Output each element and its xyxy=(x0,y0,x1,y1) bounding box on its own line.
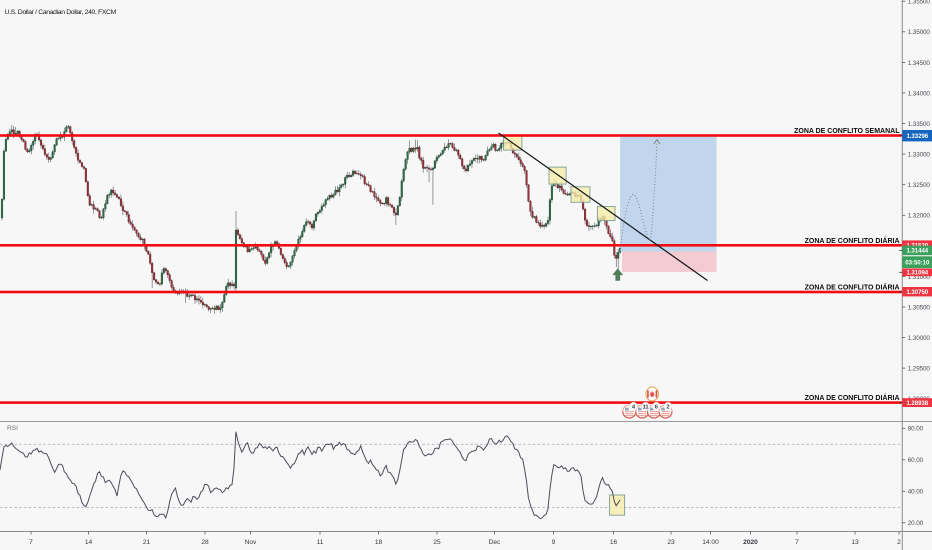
svg-text:4: 4 xyxy=(632,404,636,410)
svg-text:U.S. Dollar / Canadian Dollar,: U.S. Dollar / Canadian Dollar, 240, FXCM xyxy=(5,9,117,16)
svg-text:16: 16 xyxy=(610,539,618,546)
svg-text:Nov: Nov xyxy=(245,539,257,546)
svg-text:13: 13 xyxy=(851,539,859,546)
svg-text:1.31094: 1.31094 xyxy=(906,270,928,277)
svg-text:1.33500: 1.33500 xyxy=(908,121,931,128)
svg-text:2: 2 xyxy=(897,539,901,546)
svg-text:1.33296: 1.33296 xyxy=(906,133,928,140)
svg-text:20.00: 20.00 xyxy=(908,520,924,527)
svg-text:03:50:10: 03:50:10 xyxy=(905,259,930,266)
svg-text:ZONA DE CONFLITO DIÁRIA: ZONA DE CONFLITO DIÁRIA xyxy=(805,236,900,245)
svg-text:ZONA DE CONFLITO SEMANAL: ZONA DE CONFLITO SEMANAL xyxy=(794,128,900,135)
svg-text:1.32500: 1.32500 xyxy=(908,182,931,189)
svg-text:ZONA DE CONFLITO DIÁRIA: ZONA DE CONFLITO DIÁRIA xyxy=(805,393,900,402)
svg-text:2020: 2020 xyxy=(743,539,758,546)
svg-text:2: 2 xyxy=(666,404,669,410)
svg-text:9: 9 xyxy=(552,539,556,546)
svg-text:28: 28 xyxy=(201,539,209,546)
svg-text:60.00: 60.00 xyxy=(908,457,924,464)
svg-text:21: 21 xyxy=(143,539,151,546)
svg-text:1.29500: 1.29500 xyxy=(908,366,931,373)
svg-text:1.30500: 1.30500 xyxy=(908,304,931,311)
svg-text:1.35000: 1.35000 xyxy=(908,29,931,36)
svg-text:14:00: 14:00 xyxy=(702,539,719,546)
svg-text:1.35500: 1.35500 xyxy=(908,0,931,6)
svg-text:1.31000: 1.31000 xyxy=(908,274,931,281)
svg-text:ZONA DE CONFLITO DIÁRIA: ZONA DE CONFLITO DIÁRIA xyxy=(805,283,900,292)
svg-text:14: 14 xyxy=(85,539,93,546)
svg-text:6: 6 xyxy=(655,404,658,410)
svg-text:1.30000: 1.30000 xyxy=(908,335,931,342)
svg-text:25: 25 xyxy=(433,539,441,546)
svg-text:40.00: 40.00 xyxy=(908,489,924,496)
svg-text:1.34500: 1.34500 xyxy=(908,60,931,67)
svg-text:7: 7 xyxy=(29,539,33,546)
svg-text:18: 18 xyxy=(375,539,383,546)
svg-text:1.33000: 1.33000 xyxy=(908,152,931,159)
svg-text:Dec: Dec xyxy=(489,539,501,546)
svg-text:1.30750: 1.30750 xyxy=(906,289,928,296)
svg-text:23: 23 xyxy=(667,539,675,546)
svg-text:7: 7 xyxy=(795,539,799,546)
svg-text:11: 11 xyxy=(317,539,324,546)
svg-text:1.28938: 1.28938 xyxy=(906,400,928,407)
svg-text:1.34000: 1.34000 xyxy=(908,90,931,97)
svg-text:11: 11 xyxy=(643,404,649,410)
svg-text:1.31444: 1.31444 xyxy=(906,248,928,255)
svg-text:1.32000: 1.32000 xyxy=(908,213,931,220)
svg-text:80.00: 80.00 xyxy=(908,426,924,433)
svg-text:RSI: RSI xyxy=(7,425,18,432)
